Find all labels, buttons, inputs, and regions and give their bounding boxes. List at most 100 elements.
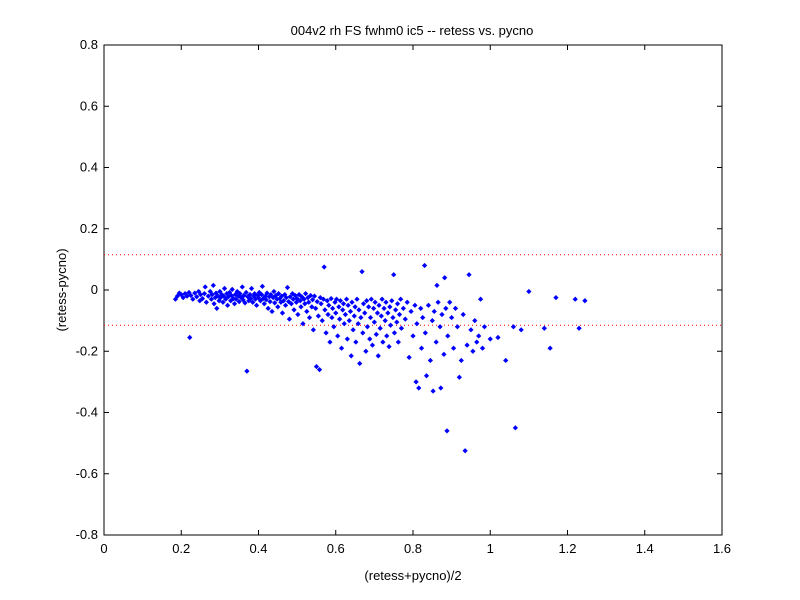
- data-point: [460, 311, 466, 318]
- x-tick-label: 1.4: [636, 541, 654, 556]
- data-point: [313, 363, 320, 370]
- data-point: [387, 322, 394, 328]
- data-point: [297, 298, 303, 304]
- data-point: [344, 336, 350, 342]
- data-point: [379, 296, 385, 302]
- y-tick-label: -0.8: [76, 527, 98, 542]
- data-point: [387, 304, 393, 310]
- data-point: [470, 348, 476, 354]
- data-point: [210, 282, 216, 289]
- data-point: [263, 297, 269, 303]
- data-point: [404, 299, 410, 305]
- data-point: [479, 345, 486, 351]
- data-point: [201, 291, 208, 297]
- x-tick-label: 1: [487, 541, 494, 556]
- data-point: [435, 299, 441, 305]
- data-point: [354, 296, 360, 302]
- x-tick-label: 0: [100, 541, 107, 556]
- data-point: [553, 295, 559, 301]
- data-point: [272, 300, 278, 306]
- data-point: [202, 284, 208, 290]
- data-point: [375, 353, 381, 359]
- data-point: [373, 331, 379, 338]
- data-point: [396, 311, 403, 318]
- data-point: [389, 298, 395, 304]
- data-point: [449, 314, 455, 321]
- data-point: [310, 327, 316, 333]
- chart-title: 004v2 rh FS fwhm0 ic5 -- retess vs. pycn…: [291, 23, 534, 38]
- data-point: [253, 302, 260, 308]
- data-point: [223, 296, 229, 302]
- data-point: [394, 319, 400, 325]
- data-point: [192, 290, 198, 296]
- data-points: [172, 262, 588, 454]
- data-point: [434, 282, 440, 289]
- data-point: [353, 339, 359, 345]
- data-point: [364, 324, 371, 330]
- data-point: [197, 298, 203, 304]
- data-point: [300, 321, 306, 327]
- data-point: [359, 269, 365, 275]
- data-point: [444, 428, 450, 434]
- data-point: [425, 302, 432, 308]
- x-tick-label: 0.4: [249, 541, 267, 556]
- data-point: [259, 283, 265, 289]
- data-point: [367, 314, 374, 321]
- data-point: [330, 305, 336, 311]
- data-point: [398, 325, 405, 331]
- data-point: [241, 292, 247, 299]
- data-point: [376, 302, 382, 308]
- data-point: [229, 286, 235, 293]
- data-point: [413, 379, 419, 385]
- data-point: [315, 313, 321, 319]
- data-point: [199, 295, 206, 302]
- data-point: [541, 325, 547, 331]
- data-point: [438, 385, 444, 391]
- data-point: [257, 298, 264, 304]
- data-point: [360, 330, 366, 336]
- data-point: [378, 313, 384, 319]
- data-point: [410, 333, 416, 339]
- data-point: [349, 299, 355, 305]
- data-point: [333, 310, 339, 316]
- data-point: [383, 299, 389, 305]
- data-point: [293, 299, 299, 305]
- data-point: [351, 313, 357, 319]
- data-point: [313, 305, 319, 311]
- data-point: [174, 293, 181, 299]
- data-point: [327, 339, 333, 345]
- data-point: [279, 310, 286, 316]
- data-point: [427, 357, 434, 364]
- data-point: [275, 291, 282, 297]
- plot-area: [103, 44, 723, 536]
- data-point: [220, 299, 226, 305]
- x-tick-label: 1.6: [713, 541, 731, 556]
- data-point: [443, 305, 449, 311]
- data-point: [243, 289, 249, 296]
- data-point: [398, 296, 404, 302]
- data-point: [391, 330, 398, 336]
- data-point: [357, 360, 363, 367]
- data-point: [194, 294, 200, 300]
- data-point: [301, 296, 307, 302]
- data-point: [370, 305, 377, 311]
- data-point: [221, 285, 228, 292]
- data-point: [355, 321, 361, 327]
- data-point: [294, 295, 300, 302]
- data-point: [271, 288, 277, 295]
- x-axis-title: (retess+pycno)/2: [364, 568, 461, 583]
- data-point: [466, 272, 472, 278]
- data-point: [284, 284, 291, 291]
- data-point: [384, 333, 390, 339]
- data-point: [495, 334, 501, 341]
- data-point: [258, 291, 265, 298]
- data-point: [328, 295, 334, 302]
- data-point: [350, 327, 356, 333]
- data-point: [547, 345, 553, 351]
- data-point: [309, 304, 315, 310]
- data-point: [372, 299, 378, 305]
- data-point: [342, 311, 349, 318]
- data-point: [316, 367, 323, 373]
- data-point: [441, 351, 447, 357]
- data-point: [356, 307, 362, 313]
